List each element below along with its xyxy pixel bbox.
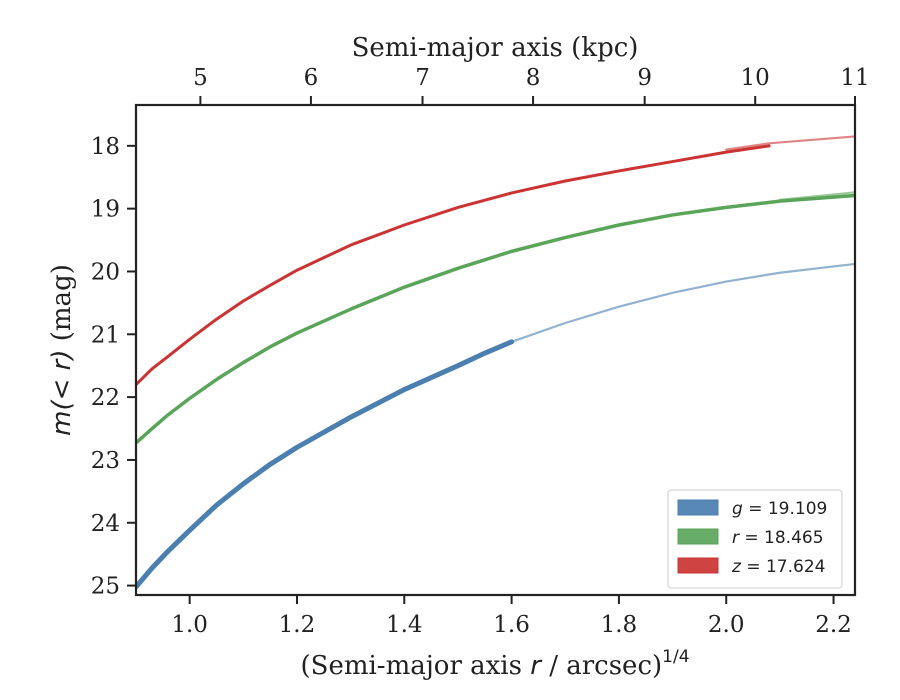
x-tick-label: 1.0 (171, 612, 208, 638)
y-axis-title-post: (mag) (47, 264, 77, 349)
top-tick-label: 5 (193, 65, 208, 91)
legend-var: r (732, 528, 740, 548)
legend-swatch-r (677, 528, 719, 545)
top-tick-label: 11 (840, 65, 869, 91)
y-tick-label: 20 (91, 259, 120, 285)
x-tick-label: 1.8 (601, 612, 638, 638)
top-axis-title: Semi-major axis (kpc) (352, 33, 639, 63)
x-tick-label: 2.0 (708, 612, 745, 638)
top-tick-label: 9 (637, 65, 652, 91)
x-axis-title-post: / arcsec) (541, 651, 662, 681)
series-g-extension-line (510, 262, 855, 343)
x-axis-title: (Semi-major axis r / arcsec)1/4 (300, 647, 689, 681)
top-tick-label: 10 (741, 65, 770, 91)
x-tick-label: 1.2 (279, 612, 316, 638)
top-tick-label: 6 (304, 65, 319, 91)
series-g-line (136, 339, 515, 590)
legend-value: = 18.465 (739, 528, 824, 548)
legend-var: g (732, 499, 743, 519)
y-tick-label: 24 (91, 511, 120, 537)
y-tick-label: 23 (91, 448, 120, 474)
y-tick-label: 21 (91, 322, 120, 348)
series-layer (136, 135, 855, 590)
legend-swatch-z (677, 557, 719, 574)
legend-label-g: g = 19.109 (732, 499, 827, 519)
top-tick-label: 7 (415, 65, 430, 91)
legend-label-z: z = 17.624 (731, 557, 825, 577)
x-axis-title-pre: (Semi-major axis (300, 651, 530, 681)
legend-value: = 17.624 (741, 557, 826, 577)
x-tick-label: 1.6 (493, 612, 530, 638)
y-tick-label: 25 (91, 574, 120, 600)
y-tick-label: 19 (91, 197, 120, 223)
y-tick-label: 22 (91, 385, 120, 411)
labels-layer: Semi-major axis (kpc) (Semi-major axis r… (47, 33, 690, 681)
legend-swatch-g (677, 499, 719, 516)
x-axis-title-sup: 1/4 (662, 647, 689, 667)
legend-value: = 19.109 (743, 499, 828, 519)
series-z-extension-line (725, 135, 855, 151)
series-r-line (136, 193, 855, 445)
y-tick-label: 18 (91, 134, 120, 160)
x-tick-label: 2.2 (815, 612, 852, 638)
top-tick-label: 8 (526, 65, 541, 91)
x-axis-title-var: r (530, 651, 543, 681)
legend-label-r: r = 18.465 (732, 528, 824, 548)
axes-layer: 1.0 1.2 1.4 1.6 1.8 2.0 2.2 18 19 20 21 22 23 24 25 5 6 7… (91, 65, 870, 638)
y-axis-title: m(< r) (mag) (47, 264, 77, 436)
plot-frame (134, 103, 857, 597)
series-z-line (136, 144, 771, 387)
x-tick-label: 1.4 (386, 612, 423, 638)
legend-var: z (731, 557, 742, 577)
y-axis-title-math: m(< r) (47, 350, 77, 436)
